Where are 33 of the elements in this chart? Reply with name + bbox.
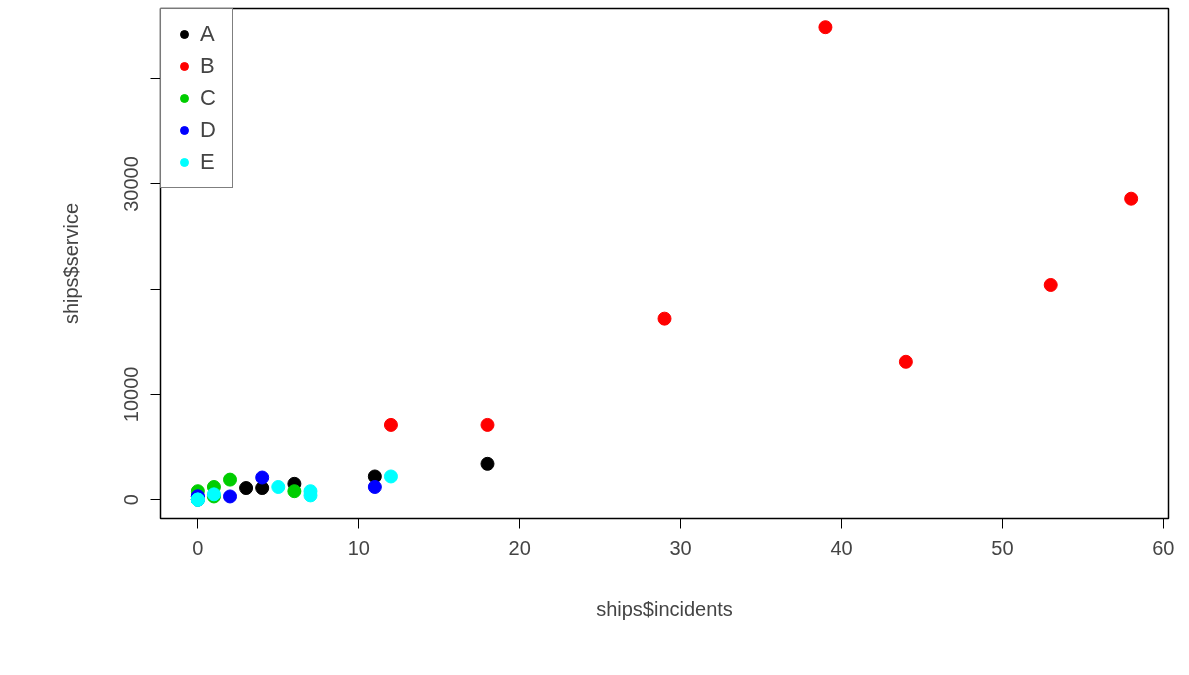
point [223, 472, 238, 487]
point [480, 417, 495, 432]
x-tick-label: 20 [508, 536, 531, 559]
x-tick-label: 10 [347, 536, 370, 559]
point [239, 481, 254, 496]
y-tick-label: 0 [120, 494, 143, 506]
x-tick-label: 0 [192, 536, 204, 559]
point [898, 354, 913, 369]
y-tick-label: 30000 [120, 156, 143, 212]
y-tick-label: 10000 [120, 366, 143, 423]
x-tick-label: 60 [1152, 536, 1175, 559]
point [1124, 191, 1139, 206]
point [383, 417, 398, 432]
point [1043, 277, 1058, 292]
point [367, 480, 382, 494]
legend-label: B [200, 53, 216, 79]
x-tick-label: 30 [669, 536, 692, 559]
legend-label: D [200, 117, 217, 143]
point [818, 20, 833, 35]
point [480, 456, 495, 471]
x-tick-label: 40 [830, 536, 853, 559]
point [271, 480, 286, 494]
point [255, 470, 270, 485]
point [657, 311, 672, 326]
point [383, 469, 398, 484]
legend-label: A [200, 21, 216, 47]
point [223, 489, 238, 504]
legend-label: E [200, 149, 216, 175]
point [287, 484, 302, 499]
x-tick-label: 50 [991, 536, 1014, 559]
y-axis-title: ships$service [59, 202, 82, 325]
x-axis-title: ships$incidents [596, 597, 733, 620]
legend-label: C [200, 85, 217, 111]
